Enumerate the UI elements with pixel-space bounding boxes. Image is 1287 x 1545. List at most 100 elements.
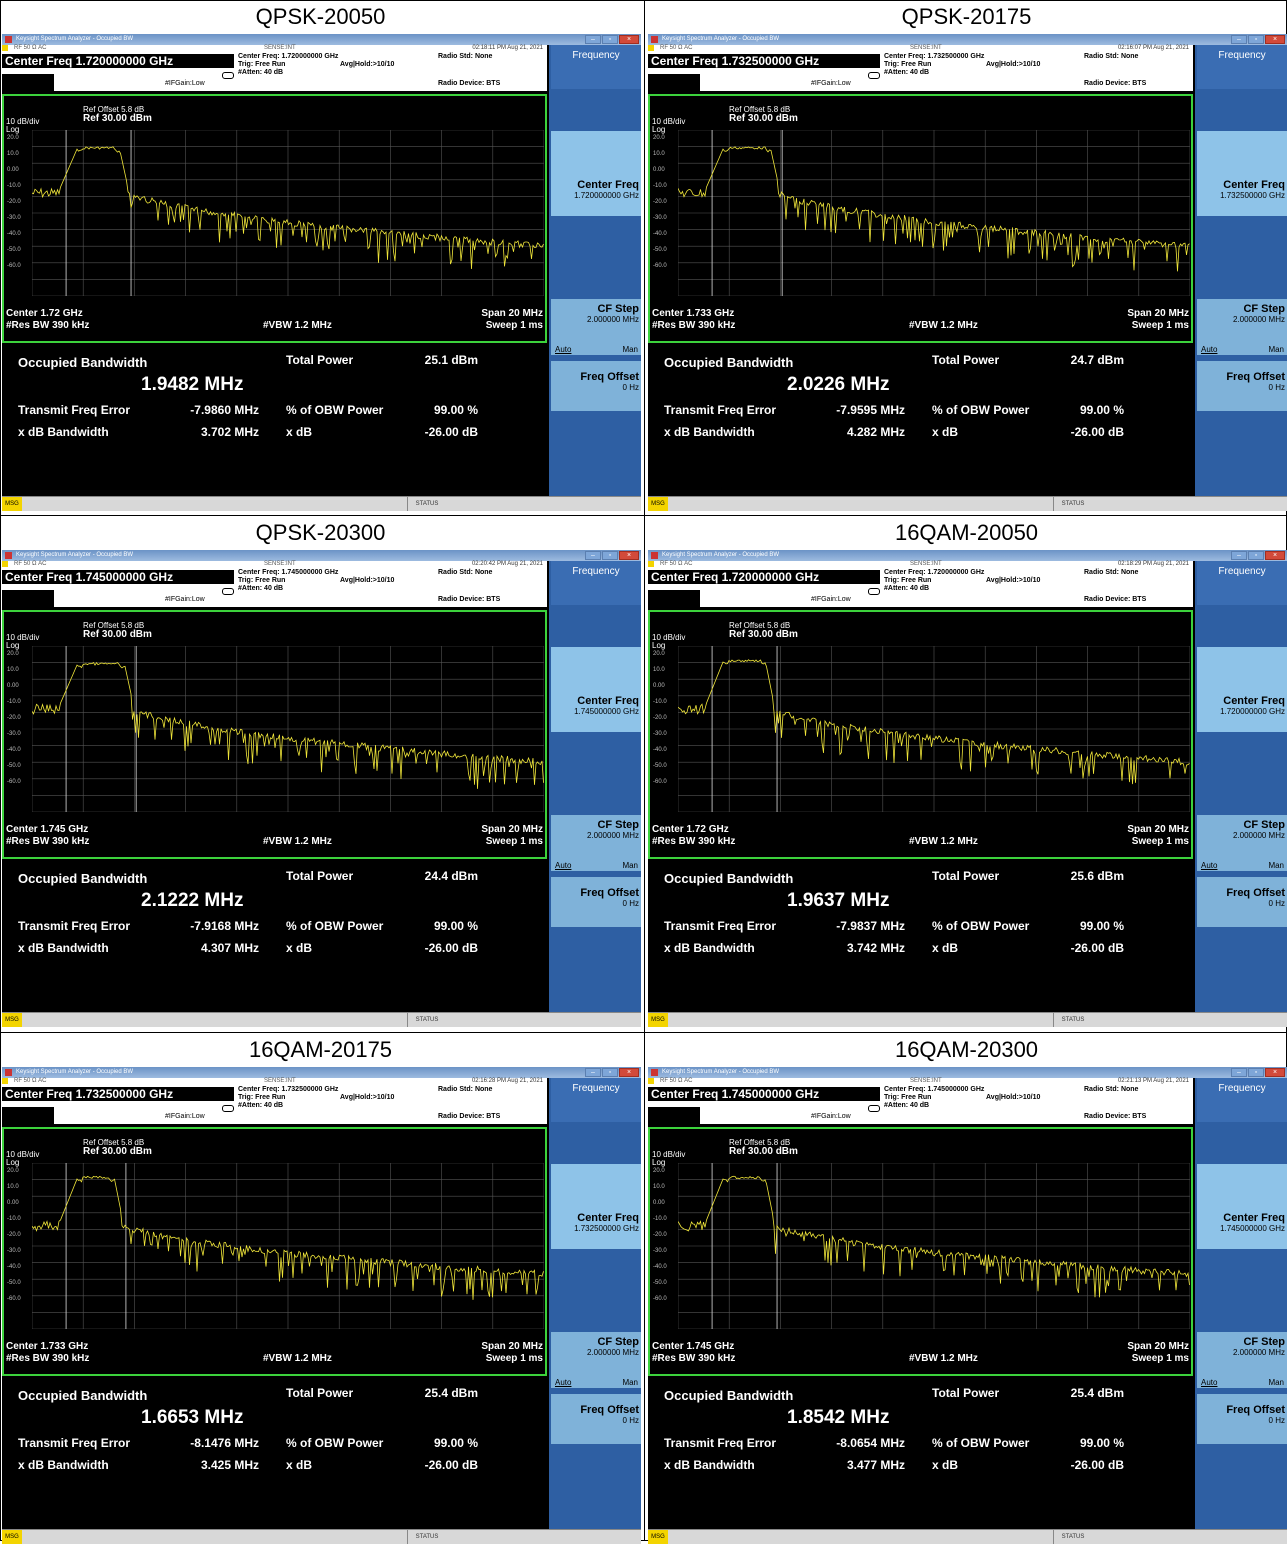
meas-settings: Center Freq: 1.732500000 GHz Trig: Free R…	[238, 1086, 338, 1110]
freq-offset-value: 0 Hz	[1268, 383, 1285, 392]
results-table: Occupied Bandwidth 1.6653 MHz Total Powe…	[2, 1376, 547, 1529]
analyzer-window: Keysight Spectrum Analyzer - Occupied BW…	[648, 550, 1287, 1027]
minimize-icon[interactable]: –	[1231, 551, 1247, 560]
msg-indicator[interactable]: MSG	[648, 1530, 668, 1544]
log-label: Log	[652, 1158, 666, 1167]
freq-offset-softkey[interactable]: Freq Offset 0 Hz	[551, 877, 641, 927]
spectrum-plot[interactable]: Ref Offset 5.8 dB Ref 30.00 dBm 10 dB/di…	[2, 1127, 547, 1376]
cf-step-softkey[interactable]: CF Step 2.000000 MHz Auto Man	[551, 299, 641, 355]
restore-icon[interactable]: ▫	[1248, 1068, 1264, 1077]
softkey-menu-title: Frequency	[551, 1078, 641, 1122]
center-freq-softkey[interactable]: Center Freq 1.745000000 GHz	[551, 647, 641, 732]
y-tick-label: -30.0	[653, 731, 667, 737]
minimize-icon[interactable]: –	[1231, 35, 1247, 44]
cf-step-softkey[interactable]: CF Step 2.000000 MHz Auto Man	[551, 1332, 641, 1388]
center-freq-softkey[interactable]: Center Freq 1.745000000 GHz	[1197, 1164, 1287, 1249]
cf-step-auto[interactable]: Auto	[1201, 345, 1218, 354]
msg-indicator[interactable]: MSG	[648, 497, 668, 511]
timestamp: 02:16:28 PM Aug 21, 2021	[471, 1078, 543, 1084]
minimize-icon[interactable]: –	[1231, 1068, 1247, 1077]
rbw-label: #Res BW 390 kHz	[652, 320, 736, 331]
restore-icon[interactable]: ▫	[1248, 35, 1264, 44]
cf-step-man[interactable]: Man	[622, 861, 638, 870]
spectrum-plot[interactable]: Ref Offset 5.8 dB Ref 30.00 dBm 10 dB/di…	[648, 1127, 1193, 1376]
span-label: Span 20 MHz	[481, 308, 543, 319]
cf-step-auto[interactable]: Auto	[555, 1378, 572, 1387]
log-label: Log	[6, 641, 20, 650]
freq-offset-softkey[interactable]: Freq Offset 0 Hz	[1197, 1394, 1287, 1444]
cf-step-softkey[interactable]: CF Step 2.000000 MHz Auto Man	[1197, 299, 1287, 355]
cf-step-softkey[interactable]: CF Step 2.000000 MHz Auto Man	[551, 815, 641, 871]
center-freq-readout[interactable]: Center Freq 1.745000000 GHz	[648, 1087, 880, 1101]
freq-offset-softkey[interactable]: Freq Offset 0 Hz	[551, 1394, 641, 1444]
spectrum-plot[interactable]: Ref Offset 5.8 dB Ref 30.00 dBm 10 dB/di…	[648, 94, 1193, 343]
freq-offset-softkey[interactable]: Freq Offset 0 Hz	[1197, 877, 1287, 927]
center-freq-readout[interactable]: Center Freq 1.732500000 GHz	[648, 54, 880, 68]
y-tick-label: -60.0	[653, 779, 667, 785]
cf-step-man[interactable]: Man	[622, 1378, 638, 1387]
status-indicator[interactable]: STATUS	[1053, 1530, 1092, 1544]
rbw-label: #Res BW 390 kHz	[652, 836, 736, 847]
restore-icon[interactable]: ▫	[1248, 551, 1264, 560]
close-icon[interactable]: ×	[1265, 1068, 1285, 1077]
close-icon[interactable]: ×	[1265, 35, 1285, 44]
freq-offset-softkey[interactable]: Freq Offset 0 Hz	[551, 361, 641, 411]
msg-indicator[interactable]: MSG	[648, 1013, 668, 1027]
msg-indicator[interactable]: MSG	[2, 497, 22, 511]
restore-icon[interactable]: ▫	[602, 1068, 618, 1077]
status-indicator[interactable]: STATUS	[407, 1013, 446, 1027]
center-freq-setting: Center Freq: 1.732500000 GHz	[884, 53, 985, 60]
cf-step-auto[interactable]: Auto	[1201, 861, 1218, 870]
status-indicator[interactable]: STATUS	[1053, 497, 1092, 511]
status-bar: MSG STATUS	[2, 1012, 641, 1027]
close-icon[interactable]: ×	[619, 35, 639, 44]
center-freq-softkey[interactable]: Center Freq 1.720000000 GHz	[1197, 647, 1287, 732]
xdb-bw-value: 3.425 MHz	[200, 1458, 259, 1472]
cf-step-softkey[interactable]: CF Step 2.000000 MHz Auto Man	[1197, 815, 1287, 871]
y-tick-label: -20.0	[653, 715, 667, 721]
tx-freq-error-value: -8.1476 MHz	[190, 1436, 259, 1450]
tx-freq-error-value: -7.9837 MHz	[836, 919, 905, 933]
spectrum-trace-svg	[32, 1163, 544, 1329]
restore-icon[interactable]: ▫	[602, 551, 618, 560]
msg-indicator[interactable]: MSG	[2, 1530, 22, 1544]
center-freq-softkey[interactable]: Center Freq 1.732500000 GHz	[551, 1164, 641, 1249]
cf-step-man[interactable]: Man	[1268, 345, 1284, 354]
minimize-icon[interactable]: –	[585, 1068, 601, 1077]
freq-offset-label: Freq Offset	[1226, 371, 1285, 383]
grid-divider	[0, 0, 1287, 1]
close-icon[interactable]: ×	[619, 1068, 639, 1077]
center-freq-readout[interactable]: Center Freq 1.732500000 GHz	[2, 1087, 234, 1101]
occupied-bw-value: 2.1222 MHz	[141, 890, 244, 911]
y-tick-label: 0.00	[653, 167, 665, 173]
center-freq-softkey[interactable]: Center Freq 1.732500000 GHz	[1197, 131, 1287, 216]
cf-step-man[interactable]: Man	[1268, 861, 1284, 870]
status-indicator[interactable]: STATUS	[407, 1530, 446, 1544]
status-indicator[interactable]: STATUS	[407, 497, 446, 511]
close-icon[interactable]: ×	[619, 551, 639, 560]
cf-step-auto[interactable]: Auto	[555, 345, 572, 354]
minimize-icon[interactable]: –	[585, 35, 601, 44]
minimize-icon[interactable]: –	[585, 551, 601, 560]
spectrum-plot[interactable]: Ref Offset 5.8 dB Ref 30.00 dBm 10 dB/di…	[2, 94, 547, 343]
msg-indicator[interactable]: MSG	[2, 1013, 22, 1027]
cf-step-auto[interactable]: Auto	[555, 861, 572, 870]
spectrum-plot[interactable]: Ref Offset 5.8 dB Ref 30.00 dBm 10 dB/di…	[648, 610, 1193, 859]
restore-icon[interactable]: ▫	[602, 35, 618, 44]
center-freq-readout[interactable]: Center Freq 1.720000000 GHz	[2, 54, 234, 68]
y-tick-label: 0.00	[653, 1200, 665, 1206]
center-freq-readout[interactable]: Center Freq 1.720000000 GHz	[648, 570, 880, 584]
freq-offset-softkey[interactable]: Freq Offset 0 Hz	[1197, 361, 1287, 411]
status-indicator[interactable]: STATUS	[1053, 1013, 1092, 1027]
cf-step-man[interactable]: Man	[622, 345, 638, 354]
cf-step-softkey[interactable]: CF Step 2.000000 MHz Auto Man	[1197, 1332, 1287, 1388]
cf-step-auto[interactable]: Auto	[1201, 1378, 1218, 1387]
center-freq-readout[interactable]: Center Freq 1.745000000 GHz	[2, 570, 234, 584]
close-icon[interactable]: ×	[1265, 551, 1285, 560]
ref-level: Ref 30.00 dBm	[83, 1146, 152, 1157]
cf-step-man[interactable]: Man	[1268, 1378, 1284, 1387]
spectrum-plot[interactable]: Ref Offset 5.8 dB Ref 30.00 dBm 10 dB/di…	[2, 610, 547, 859]
center-freq-softkey[interactable]: Center Freq 1.720000000 GHz	[551, 131, 641, 216]
total-power-label: Total Power	[286, 869, 354, 883]
center-label: Center 1.72 GHz	[6, 308, 83, 319]
